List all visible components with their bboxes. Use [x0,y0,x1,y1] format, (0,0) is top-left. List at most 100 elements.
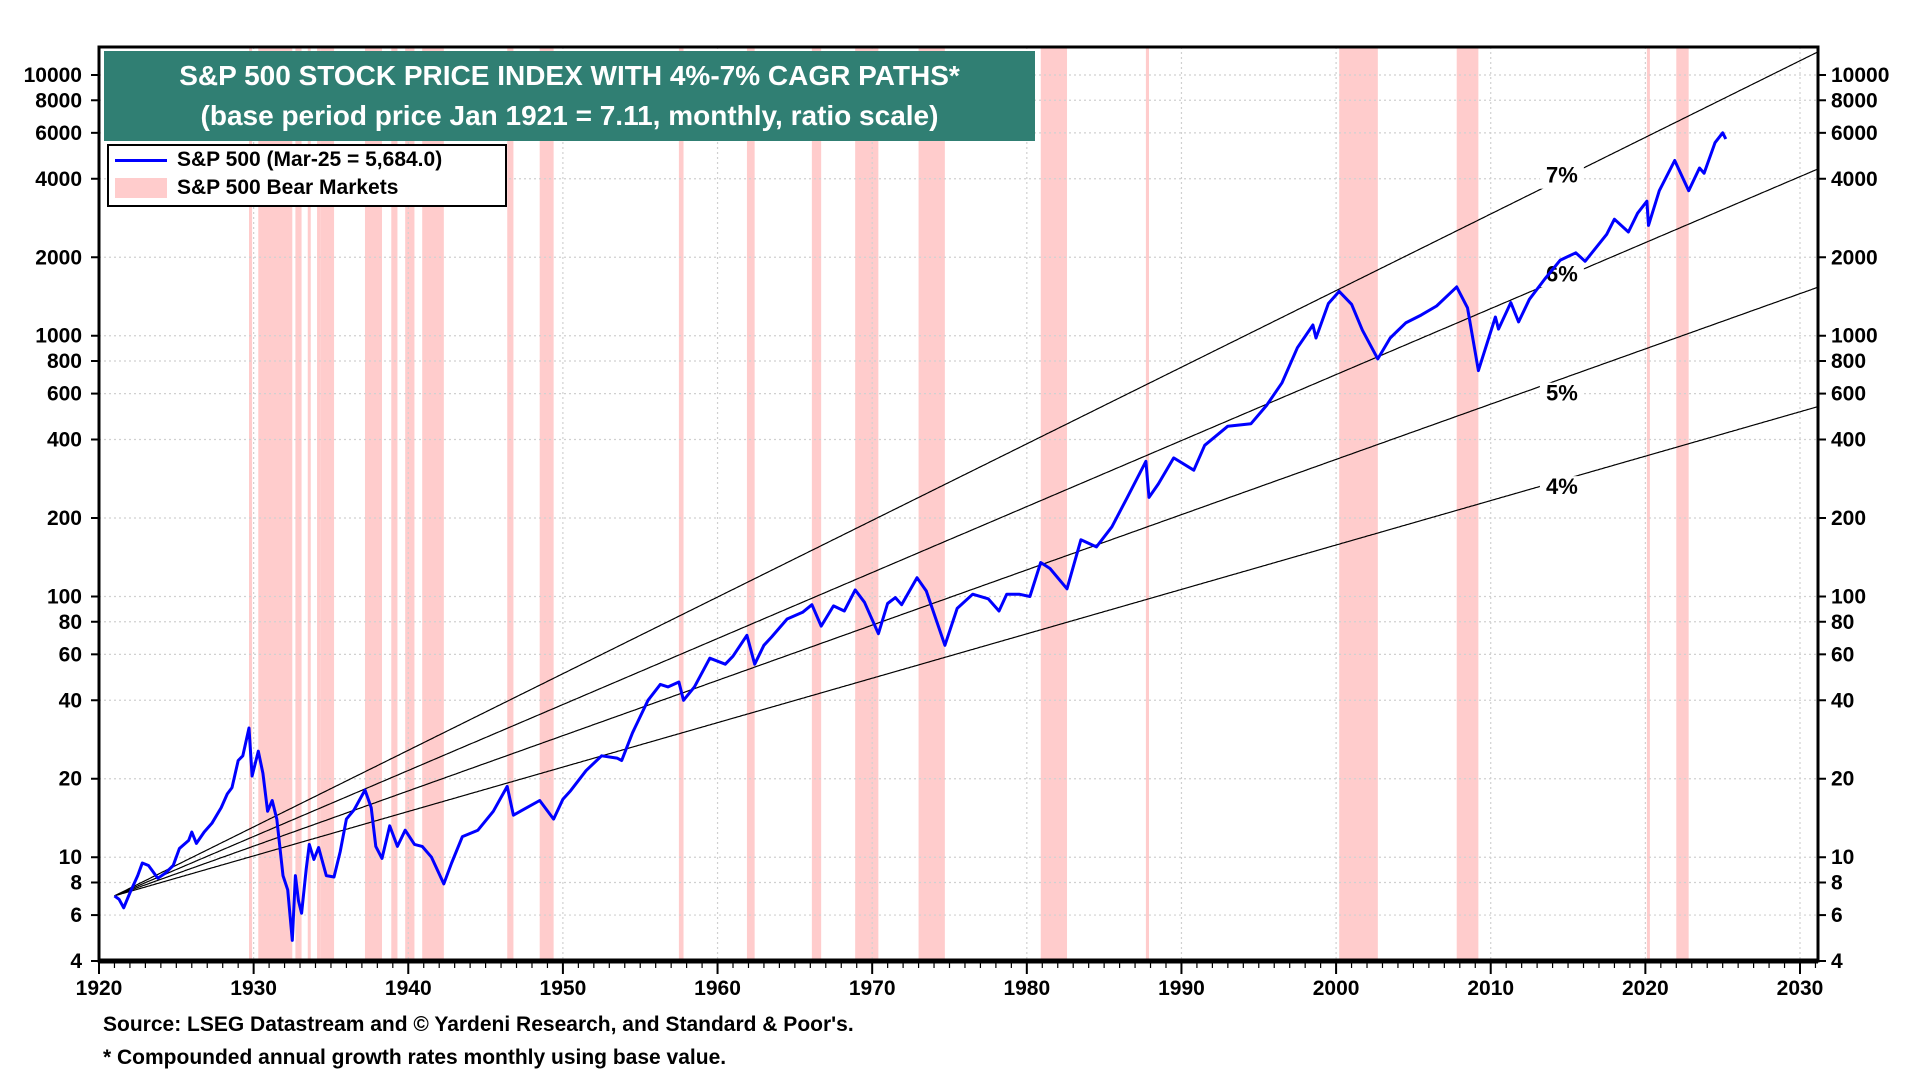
x-tick-label: 1990 [1158,977,1205,1000]
bear-market-band [317,47,321,961]
y-tick-label-left: 6 [70,904,82,927]
bear-market-band [1040,47,1068,961]
y-tick-label-left: 4000 [35,168,82,191]
legend-label: S&P 500 Bear Markets [177,176,399,199]
bear-market-band [539,47,554,961]
cagr-path-6pct [114,168,1818,897]
legend: S&P 500 (Mar-25 = 5,684.0) S&P 500 Bear … [107,144,507,207]
y-tick-label-right: 6 [1831,904,1843,927]
y-tick-label-right: 4000 [1831,168,1878,191]
y-tick-label-left: 200 [47,507,82,530]
legend-item-bear: S&P 500 Bear Markets [109,174,505,202]
cagr-label-bg [1539,382,1584,407]
bear-market-band [320,47,335,961]
bear-market-band [678,47,684,961]
y-tick-label-left: 8000 [35,89,82,112]
cagr-label-bg [1539,164,1584,189]
bear-market-band [295,47,302,961]
footnote: * Compounded annual growth rates monthly… [103,1046,727,1069]
y-tick-label-left: 6000 [35,122,82,145]
bear-market-band [364,47,382,961]
y-tick-label-left: 10 [59,846,82,869]
y-tick-label-left: 1000 [35,325,82,348]
y-tick-label-right: 4 [1831,950,1843,973]
y-tick-label-right: 60 [1831,643,1854,666]
y-tick-label-right: 20 [1831,768,1854,791]
bear-market-band [1145,47,1149,961]
x-tick-label: 2030 [1777,977,1824,1000]
x-tick-label: 2010 [1467,977,1514,1000]
bear-market-band [1646,47,1650,961]
x-tick-label: 2020 [1622,977,1669,1000]
bear-market-bands [248,47,1689,961]
x-tick-label: 1970 [849,977,896,1000]
legend-box-swatch [115,178,167,198]
y-tick-label-right: 6000 [1831,122,1878,145]
y-tick-label-left: 40 [59,689,82,712]
x-tick-label: 2000 [1313,977,1360,1000]
y-tick-label-right: 200 [1831,507,1866,530]
cagr-label: 6% [1546,261,1578,286]
bear-market-band [248,47,253,961]
cagr-label: 5% [1546,381,1578,406]
x-tick-label: 1940 [385,977,432,1000]
bear-market-band [1456,47,1479,961]
bear-market-band [1676,47,1689,961]
y-tick-label-right: 800 [1831,350,1866,373]
y-tick-label-left: 10000 [24,64,82,87]
y-tick-label-right: 100 [1831,585,1866,608]
y-tick-label-right: 8 [1831,872,1843,895]
cagr-label-bg [1539,476,1584,501]
legend-item-sp500: S&P 500 (Mar-25 = 5,684.0) [109,146,505,174]
cagr-path-7pct [114,51,1818,897]
x-tick-label: 1950 [540,977,587,1000]
bear-market-band [507,47,514,961]
y-tick-label-right: 40 [1831,689,1854,712]
bear-market-band [811,47,822,961]
chart-title: S&P 500 STOCK PRICE INDEX WITH 4%-7% CAG… [179,60,960,91]
y-tick-label-right: 10000 [1831,64,1889,87]
y-tick-label-left: 20 [59,768,82,791]
y-tick-label-left: 4 [70,950,82,973]
bear-market-band [918,47,945,961]
sp500-line [113,131,1728,942]
y-tick-label-right: 400 [1831,429,1866,452]
bear-market-band [746,47,755,961]
y-tick-label-right: 10 [1831,846,1854,869]
y-tick-label-left: 800 [47,350,82,373]
cagr-paths [114,51,1818,897]
bear-market-band [405,47,415,961]
y-tick-label-left: 8 [70,872,82,895]
source-note: Source: LSEG Datastream and © Yardeni Re… [103,1013,854,1036]
x-tick-label: 1960 [694,977,741,1000]
bear-market-band [855,47,879,961]
cagr-label: 4% [1546,474,1578,499]
y-tick-label-left: 600 [47,383,82,406]
y-tick-label-right: 1000 [1831,325,1878,348]
chart-title-box: S&P 500 STOCK PRICE INDEX WITH 4%-7% CAG… [104,51,1035,141]
y-tick-label-left: 80 [59,611,82,634]
bear-market-band [1339,47,1378,961]
y-tick-label-right: 80 [1831,611,1854,634]
bear-market-band [391,47,398,961]
cagr-label: 7% [1546,163,1578,188]
legend-line-swatch [115,158,167,162]
y-tick-label-right: 600 [1831,383,1866,406]
y-tick-label-left: 100 [47,585,82,608]
chart-subtitle: (base period price Jan 1921 = 7.11, mont… [200,100,939,131]
x-tick-label: 1920 [76,977,123,1000]
y-tick-label-right: 8000 [1831,89,1878,112]
bear-market-band [307,47,311,961]
y-tick-label-right: 2000 [1831,246,1878,269]
cagr-path-5pct [114,287,1818,897]
y-tick-label-left: 400 [47,429,82,452]
cagr-path-4pct [114,406,1817,897]
y-tick-label-left: 60 [59,643,82,666]
x-tick-label: 1930 [230,977,277,1000]
sp500-series [113,131,1728,942]
legend-label: S&P 500 (Mar-25 = 5,684.0) [177,148,443,171]
y-tick-label-left: 2000 [35,246,82,269]
x-tick-label: 1980 [1003,977,1050,1000]
cagr-labels: 7% 6% 5% 4% [1539,163,1584,501]
